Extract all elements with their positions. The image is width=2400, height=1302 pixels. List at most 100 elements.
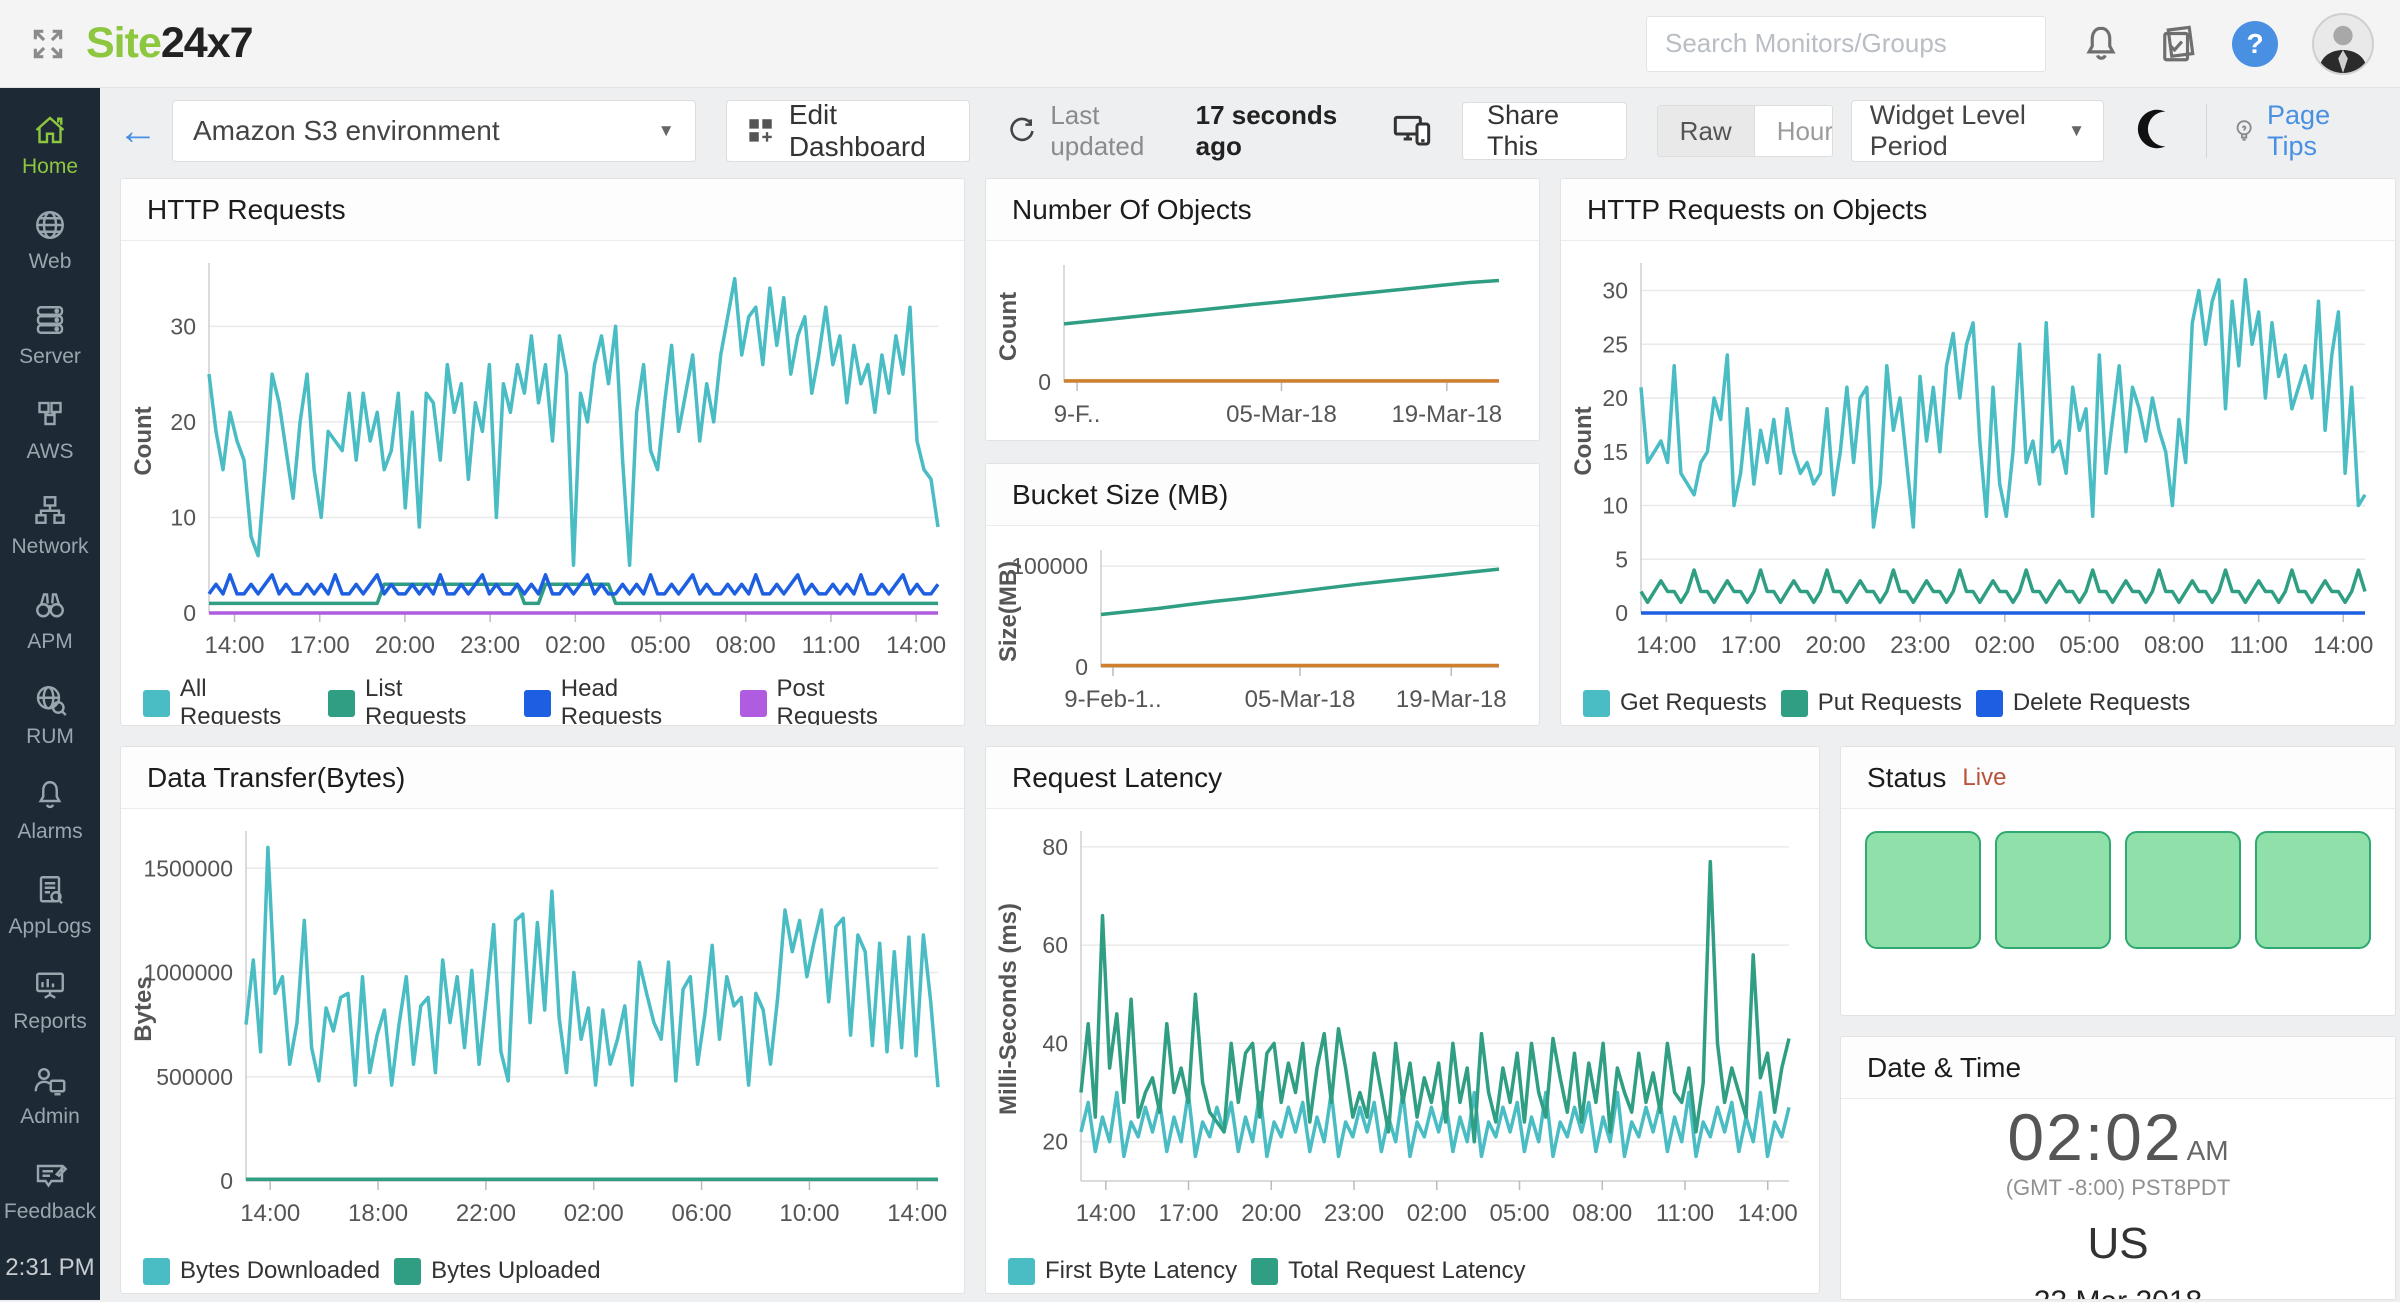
svg-text:0: 0 [1075, 654, 1088, 680]
sidebar-item-reports[interactable]: Reports [0, 953, 100, 1048]
sidebar-item-label: Alarms [17, 820, 83, 843]
clock-date: 23 Mar 2018 [2034, 1285, 2202, 1299]
sidebar-item-applogs[interactable]: AppLogs [0, 858, 100, 953]
edit-dashboard-button[interactable]: Edit Dashboard [725, 99, 971, 162]
panel-request-latency: Request Latency 20 40 60 80 14:00 17:00 20:00 2… [985, 746, 1820, 1294]
sidebar-item-home[interactable]: Home [0, 98, 100, 193]
status-box[interactable] [1995, 831, 2111, 949]
status-box[interactable] [1865, 831, 1981, 949]
svg-text:1000000: 1000000 [143, 960, 233, 986]
live-badge: Live [1962, 763, 2007, 791]
svg-text:14:00: 14:00 [1076, 1200, 1136, 1227]
sidebar-item-feedback[interactable]: Feedback [0, 1143, 100, 1238]
legend-item[interactable]: Total Request Latency [1251, 1257, 1526, 1285]
panel-title: HTTP Requests on Objects [1587, 193, 1928, 225]
home-icon [35, 116, 65, 144]
legend-item[interactable]: All Requests [143, 675, 314, 725]
http-requests-chart: 0 10 20 30 14:00 17:00 20:00 23:00 02:00 05:00 08:… [121, 241, 964, 676]
sidebar-item-apm[interactable]: APM [0, 573, 100, 668]
svg-text:1500000: 1500000 [143, 855, 233, 881]
sidebar-item-alarms[interactable]: Alarms [0, 763, 100, 858]
server-icon [36, 306, 64, 334]
svg-text:Count: Count [1570, 406, 1597, 475]
sidebar-item-server[interactable]: Server [0, 288, 100, 383]
feedback-icon [36, 1164, 68, 1188]
sidebar-item-aws[interactable]: AWS [0, 383, 100, 478]
sidebar-item-label: Network [11, 535, 89, 558]
status-box[interactable] [2255, 831, 2371, 949]
tasks-icon[interactable] [2156, 23, 2198, 65]
sidebar-item-network[interactable]: Network [0, 478, 100, 573]
svg-text:20: 20 [170, 409, 196, 435]
legend-item[interactable]: Put Requests [1780, 689, 1962, 717]
rum-globe-magnifier-icon [36, 686, 67, 716]
sidebar-item-admin[interactable]: Admin [0, 1048, 100, 1143]
sidebar-item-label: Web [28, 250, 72, 273]
svg-text:10:00: 10:00 [779, 1200, 839, 1227]
legend-item[interactable]: Get Requests [1583, 689, 1767, 717]
back-arrow-icon[interactable]: ← [118, 108, 158, 153]
legend-swatch [143, 1257, 170, 1285]
sidebar-item-rum[interactable]: RUM [0, 668, 100, 763]
svg-text:08:00: 08:00 [2144, 632, 2204, 659]
clock-meridiem: AM [2186, 1135, 2229, 1166]
search-input[interactable] [1646, 15, 2046, 72]
legend-item[interactable]: Head Requests [523, 675, 726, 725]
sidebar-item-label: APM [27, 630, 73, 653]
legend-item[interactable]: List Requests [328, 675, 510, 725]
panel-title: Request Latency [1012, 761, 1223, 793]
svg-text:30: 30 [1602, 278, 1628, 304]
applogs-icon [39, 876, 63, 905]
bucket-size-chart: 0 100000 9-Feb-1.. 05-Mar-18 19-Mar-18 Size(M… [986, 526, 1539, 725]
dashboard-select[interactable]: Amazon S3 environment ▼ [172, 100, 696, 162]
svg-text:5: 5 [1615, 546, 1628, 572]
legend-item[interactable]: Bytes Uploaded [394, 1257, 601, 1285]
user-avatar[interactable] [2312, 12, 2374, 75]
raw-hour-toggle: Raw Hour [1656, 105, 1833, 157]
chart-legend: Get Requests Put Requests Delete Requests [1561, 676, 2395, 725]
legend-swatch [739, 689, 767, 717]
svg-text:25: 25 [1602, 331, 1628, 357]
page-tips-link[interactable]: Page Tips [2231, 100, 2372, 162]
svg-text:14:00: 14:00 [1636, 632, 1696, 659]
svg-text:9-F..: 9-F.. [1054, 401, 1101, 428]
widget-level-period-select[interactable]: Widget Level Period ▼ [1850, 100, 2104, 162]
svg-text:100000: 100000 [1011, 553, 1088, 579]
dark-mode-moon-icon[interactable] [2136, 107, 2180, 156]
clock-timezone: (GMT -8:00) PST8PDT [2005, 1175, 2231, 1200]
panel-header: Bucket Size (MB) [986, 464, 1539, 526]
toggle-raw[interactable]: Raw [1657, 106, 1755, 156]
aws-cubes-icon [38, 401, 62, 426]
status-box[interactable] [2125, 831, 2241, 949]
svg-text:500000: 500000 [156, 1064, 233, 1090]
notifications-bell-icon[interactable] [2080, 23, 2122, 65]
svg-text:02:00: 02:00 [545, 632, 605, 659]
svg-text:08:00: 08:00 [716, 632, 776, 659]
svg-text:17:00: 17:00 [1721, 632, 1781, 659]
number-of-objects-chart: 0 9-F.. 05-Mar-18 19-Mar-18 Count [986, 241, 1539, 440]
svg-text:9-Feb-1..: 9-Feb-1.. [1064, 686, 1161, 713]
svg-text:14:00: 14:00 [204, 632, 264, 659]
sidebar-item-web[interactable]: Web [0, 193, 100, 288]
share-this-button[interactable]: Share This [1461, 100, 1627, 161]
legend-item[interactable]: Bytes Downloaded [143, 1257, 380, 1285]
svg-text:05:00: 05:00 [630, 632, 690, 659]
panel-header: Date & Time [1841, 1037, 2395, 1099]
expand-icon[interactable] [26, 22, 70, 66]
help-icon[interactable]: ? [2232, 20, 2278, 67]
svg-text:18:00: 18:00 [348, 1200, 408, 1227]
svg-text:11:00: 11:00 [2230, 632, 2288, 659]
svg-text:20: 20 [1602, 385, 1628, 411]
devices-icon[interactable] [1392, 109, 1432, 154]
legend-item[interactable]: Delete Requests [1975, 689, 2190, 717]
legend-item[interactable]: First Byte Latency [1008, 1257, 1237, 1285]
legend-swatch [143, 689, 170, 717]
site24x7-logo[interactable]: Site24x7 [86, 19, 254, 68]
toolbar-divider [2205, 104, 2207, 158]
legend-item[interactable]: Post Requests [739, 675, 932, 725]
refresh-control[interactable]: Last updated 17 seconds ago [1008, 100, 1366, 162]
svg-text:11:00: 11:00 [802, 632, 860, 659]
logo-text-green: Site [86, 19, 162, 67]
toggle-hour[interactable]: Hour [1776, 115, 1833, 146]
panel-header: Request Latency [986, 747, 1819, 809]
